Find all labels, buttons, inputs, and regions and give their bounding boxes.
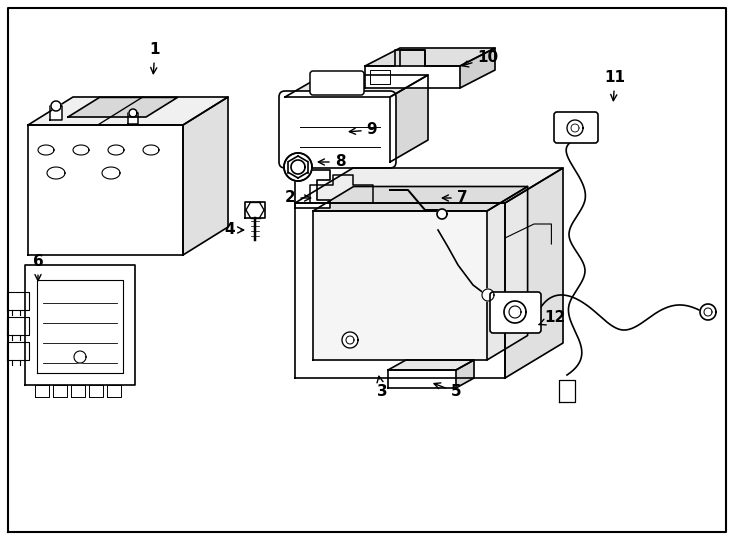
- Polygon shape: [295, 170, 330, 208]
- Text: 8: 8: [319, 154, 345, 170]
- Polygon shape: [346, 336, 354, 344]
- Polygon shape: [295, 168, 563, 203]
- Polygon shape: [51, 101, 61, 111]
- Polygon shape: [285, 75, 428, 97]
- Polygon shape: [28, 125, 183, 255]
- Polygon shape: [567, 120, 583, 136]
- FancyBboxPatch shape: [310, 71, 364, 95]
- Text: 12: 12: [539, 310, 566, 326]
- Polygon shape: [183, 97, 228, 255]
- Text: 10: 10: [462, 51, 498, 67]
- FancyBboxPatch shape: [554, 112, 598, 143]
- Polygon shape: [107, 385, 121, 397]
- Polygon shape: [128, 113, 138, 124]
- Polygon shape: [50, 106, 62, 120]
- Polygon shape: [482, 289, 494, 301]
- Polygon shape: [25, 265, 135, 385]
- Polygon shape: [504, 301, 526, 323]
- Polygon shape: [487, 186, 528, 360]
- Polygon shape: [456, 360, 474, 388]
- Text: 4: 4: [225, 222, 244, 238]
- Polygon shape: [505, 168, 563, 378]
- Text: 2: 2: [285, 191, 310, 206]
- FancyBboxPatch shape: [490, 292, 541, 333]
- Polygon shape: [388, 370, 456, 388]
- Polygon shape: [390, 75, 428, 162]
- Polygon shape: [700, 304, 716, 320]
- Text: 11: 11: [605, 71, 625, 100]
- Polygon shape: [365, 48, 495, 66]
- Polygon shape: [71, 385, 85, 397]
- FancyBboxPatch shape: [279, 91, 396, 168]
- Text: 3: 3: [377, 376, 388, 400]
- Polygon shape: [291, 160, 305, 174]
- Polygon shape: [7, 317, 29, 335]
- Polygon shape: [53, 385, 67, 397]
- Polygon shape: [284, 153, 312, 181]
- Polygon shape: [585, 122, 597, 132]
- Polygon shape: [388, 360, 474, 370]
- Polygon shape: [245, 202, 265, 218]
- Polygon shape: [342, 332, 358, 348]
- Polygon shape: [68, 97, 178, 117]
- Text: 5: 5: [434, 383, 461, 400]
- Text: 6: 6: [32, 254, 43, 281]
- Polygon shape: [313, 211, 487, 360]
- Polygon shape: [129, 109, 137, 117]
- Text: 1: 1: [150, 43, 160, 73]
- Polygon shape: [460, 48, 495, 88]
- Polygon shape: [295, 203, 505, 378]
- Polygon shape: [559, 380, 575, 402]
- Polygon shape: [7, 292, 29, 310]
- Polygon shape: [509, 306, 521, 318]
- Text: 9: 9: [349, 123, 377, 138]
- Polygon shape: [571, 124, 579, 132]
- Polygon shape: [365, 50, 460, 88]
- Polygon shape: [74, 351, 86, 363]
- Polygon shape: [7, 342, 29, 360]
- Polygon shape: [437, 209, 447, 219]
- Polygon shape: [313, 186, 528, 211]
- Polygon shape: [89, 385, 103, 397]
- Polygon shape: [28, 97, 228, 125]
- Polygon shape: [35, 385, 49, 397]
- Text: 7: 7: [443, 191, 468, 206]
